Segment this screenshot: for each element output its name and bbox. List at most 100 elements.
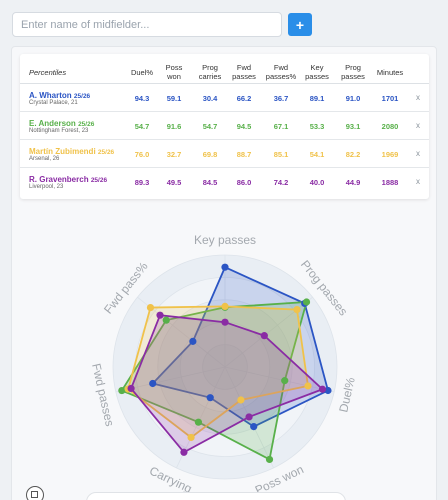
stat-cell: 1969 xyxy=(381,150,399,159)
player-name: E. Anderson 25/26 xyxy=(29,119,94,128)
radar-data-point xyxy=(127,384,135,393)
comparison-panel: Percentiles Duel% Poss won Prog carries Fwd pa… xyxy=(11,46,437,500)
remove-player-button[interactable]: x xyxy=(416,93,420,102)
radar-data-point xyxy=(149,379,157,388)
stat-cell: 2080 xyxy=(381,122,399,131)
radar-series-area xyxy=(127,305,309,439)
player-name: Martín Zubimendi 25/26 xyxy=(29,147,114,156)
radar-data-point xyxy=(245,413,253,421)
stat-cell: 89.3 xyxy=(134,178,150,187)
stat-cell: 89.1 xyxy=(309,94,325,103)
stat-cell: 85.1 xyxy=(273,150,289,159)
player-name: A. Wharton 25/26 xyxy=(29,91,90,100)
stat-cell: 67.1 xyxy=(273,122,289,131)
radar-data-point xyxy=(221,318,229,326)
player-name-text: Martín Zubimendi xyxy=(29,147,96,156)
radar-series-area xyxy=(120,301,308,461)
search-bar: + xyxy=(12,12,432,38)
radar-data-point xyxy=(146,303,155,312)
radar-data-point xyxy=(118,386,126,395)
column-header-line1: Fwd xyxy=(273,63,289,72)
stat-cell: 91.0 xyxy=(345,94,361,103)
column-header-line2: passes xyxy=(232,72,256,81)
column-header: Prog passes xyxy=(333,63,373,81)
player-name-text: R. Gravenberch xyxy=(29,175,89,184)
radar-data-point xyxy=(162,316,170,324)
stat-cell: 1701 xyxy=(381,94,399,103)
stat-cell: 88.7 xyxy=(236,150,252,159)
stat-cell: 69.8 xyxy=(202,150,218,159)
stat-cell: 91.6 xyxy=(166,122,182,131)
radar-data-point xyxy=(265,455,274,464)
column-header-line1: Fwd xyxy=(236,63,252,72)
stat-cell: 44.9 xyxy=(345,178,361,187)
radar-data-point xyxy=(221,302,229,311)
player-name-text: A. Wharton xyxy=(29,91,72,100)
radar-data-point xyxy=(318,385,327,393)
radar-data-point xyxy=(260,332,268,340)
radar-data-point xyxy=(281,377,289,385)
radar-data-point xyxy=(156,311,164,319)
stat-cell: 84.5 xyxy=(202,178,218,187)
column-header-line1: Minutes xyxy=(376,68,404,77)
stat-cell: 86.0 xyxy=(236,178,252,187)
player-club: Nottingham Forest, 23 xyxy=(29,128,89,134)
column-header: Minutes xyxy=(370,68,410,77)
column-header: Poss won xyxy=(154,63,194,81)
table-row: Martín Zubimendi 25/26 Arsenal, 26 76.0 32.… xyxy=(20,141,429,168)
column-header-line1: Duel% xyxy=(130,68,154,77)
radar-axis-label: Key passes xyxy=(194,233,256,247)
column-header-line2: passes% xyxy=(265,72,297,81)
stat-cell: 94.3 xyxy=(134,94,150,103)
player-season: 25/26 xyxy=(90,177,108,184)
column-header: Prog carries xyxy=(190,63,230,81)
percentiles-header: Percentiles xyxy=(29,68,67,77)
radar-data-point xyxy=(324,386,332,395)
column-header-line1: Prog xyxy=(345,63,361,72)
column-header-line1: Prog xyxy=(202,63,218,72)
stat-cell: 59.1 xyxy=(166,94,182,103)
stat-cell: 40.0 xyxy=(309,178,325,187)
column-header: Fwd passes% xyxy=(261,63,301,81)
column-header: Key passes xyxy=(297,63,337,81)
remove-player-button[interactable]: x xyxy=(416,177,420,186)
radar-axis-label: Duel% xyxy=(336,376,358,414)
column-header-line2: passes xyxy=(341,72,365,81)
logo-mark xyxy=(31,491,38,498)
column-header: Duel% xyxy=(122,68,162,77)
column-header-line1: Key xyxy=(310,63,324,72)
radar-data-point xyxy=(304,382,312,390)
radar-data-point xyxy=(194,418,203,426)
player-name: R. Gravenberch 25/26 xyxy=(29,175,107,184)
stat-cell: 30.4 xyxy=(202,94,218,103)
radar-data-point xyxy=(189,337,197,345)
radar-data-point xyxy=(180,448,188,456)
radar-spoke xyxy=(224,366,335,393)
radar-data-point xyxy=(293,305,301,314)
midfielder-search-input[interactable] xyxy=(12,12,282,37)
player-club: Crystal Palace, 21 xyxy=(29,100,78,106)
radar-data-point xyxy=(237,396,245,404)
percentiles-table: Percentiles Duel% Poss won Prog carries Fwd pa… xyxy=(20,54,429,199)
radar-data-point xyxy=(221,263,229,271)
player-season: 25/26 xyxy=(73,93,91,100)
stat-cell: 1888 xyxy=(381,178,399,187)
stat-cell: 74.2 xyxy=(273,178,289,187)
bottom-card xyxy=(86,492,346,500)
remove-player-button[interactable]: x xyxy=(416,149,420,158)
add-player-button[interactable]: + xyxy=(288,13,312,36)
remove-player-button[interactable]: x xyxy=(416,121,420,130)
column-header: Fwd passes xyxy=(224,63,264,81)
stat-cell: 94.5 xyxy=(236,122,252,131)
radar-data-point xyxy=(302,298,311,306)
stat-cell: 36.7 xyxy=(273,94,289,103)
stat-cell: 54.7 xyxy=(134,122,150,131)
stat-cell: 54.1 xyxy=(309,150,325,159)
stat-cell: 82.2 xyxy=(345,150,361,159)
stat-cell: 53.3 xyxy=(309,122,325,131)
stat-cell: 49.5 xyxy=(166,178,182,187)
stat-cell: 76.0 xyxy=(134,150,150,159)
table-row: R. Gravenberch 25/26 Liverpool, 23 89.3 49.… xyxy=(20,169,429,196)
column-header-line2: won xyxy=(167,72,181,81)
